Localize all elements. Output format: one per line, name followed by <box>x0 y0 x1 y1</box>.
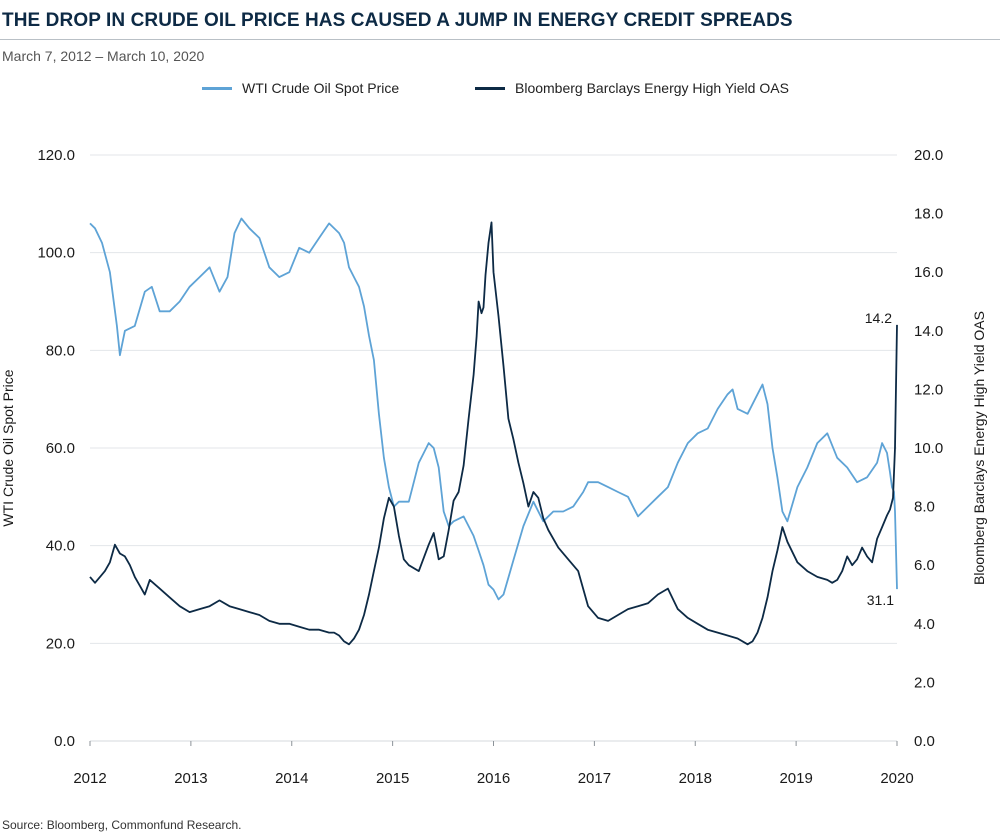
right-tick-label: 14.0 <box>914 323 943 340</box>
x-tick-label: 2017 <box>578 770 611 787</box>
right-tick-label: 2.0 <box>914 674 935 691</box>
right-tick-label: 6.0 <box>914 557 935 574</box>
left-axis-ticks: 0.0 20.0 40.0 60.0 80.0 100.0 120.0 <box>37 147 75 750</box>
right-tick-label: 16.0 <box>914 264 943 281</box>
left-tick-label: 120.0 <box>37 147 75 164</box>
annotation-wti-last: 31.1 <box>867 592 894 608</box>
left-tick-label: 80.0 <box>46 342 75 359</box>
x-tick-label: 2019 <box>779 770 812 787</box>
right-tick-label: 12.0 <box>914 381 943 398</box>
left-axis-title: WTI Crude Oil Spot Price <box>0 369 16 526</box>
right-axis-title: Bloomberg Barclays Energy High Yield OAS <box>971 311 987 585</box>
x-tick-label: 2012 <box>73 770 106 787</box>
right-tick-label: 4.0 <box>914 616 935 633</box>
x-tick-label: 2018 <box>679 770 712 787</box>
right-tick-label: 10.0 <box>914 440 943 457</box>
source-note: Source: Bloomberg, Commonfund Research. <box>2 818 242 832</box>
right-axis-ticks: 0.0 2.0 4.0 6.0 8.0 10.0 12.0 14.0 16.0 18.0 20.0 <box>914 147 943 750</box>
left-tick-label: 60.0 <box>46 440 75 457</box>
x-tick-label: 2014 <box>275 770 308 787</box>
annotation-oas-last: 14.2 <box>865 310 892 326</box>
x-axis-ticks: 2012 2013 2014 2015 2016 2017 2018 2019 2020 <box>73 741 914 787</box>
left-tick-label: 100.0 <box>37 245 75 262</box>
legend-label-wti: WTI Crude Oil Spot Price <box>242 80 400 96</box>
left-tick-label: 0.0 <box>54 733 75 750</box>
legend-swatch-oas <box>475 86 505 90</box>
title-divider <box>0 39 1000 40</box>
series-line-oas[interactable] <box>89 221 898 646</box>
legend: WTI Crude Oil Spot Price Bloomberg Barcl… <box>0 80 1000 102</box>
legend-label-oas: Bloomberg Barclays Energy High Yield OAS <box>515 80 789 96</box>
right-tick-label: 20.0 <box>914 147 943 164</box>
left-tick-label: 40.0 <box>46 538 75 555</box>
legend-swatch-wti <box>202 86 232 90</box>
x-tick-label: 2016 <box>477 770 510 787</box>
legend-item-wti[interactable]: WTI Crude Oil Spot Price <box>202 80 399 96</box>
right-tick-label: 0.0 <box>914 733 935 750</box>
x-tick-label: 2013 <box>174 770 207 787</box>
right-tick-label: 8.0 <box>914 499 935 516</box>
chart-title: THE DROP IN CRUDE OIL PRICE HAS CAUSED A… <box>2 10 793 31</box>
grid <box>90 154 897 742</box>
legend-item-oas[interactable]: Bloomberg Barclays Energy High Yield OAS <box>475 80 789 96</box>
right-tick-label: 18.0 <box>914 206 943 223</box>
x-tick-label: 2015 <box>376 770 409 787</box>
series-line-wti[interactable] <box>89 217 898 601</box>
left-tick-label: 20.0 <box>46 635 75 652</box>
chart-subtitle: March 7, 2012 – March 10, 2020 <box>2 48 205 64</box>
x-tick-label: 2020 <box>880 770 913 787</box>
